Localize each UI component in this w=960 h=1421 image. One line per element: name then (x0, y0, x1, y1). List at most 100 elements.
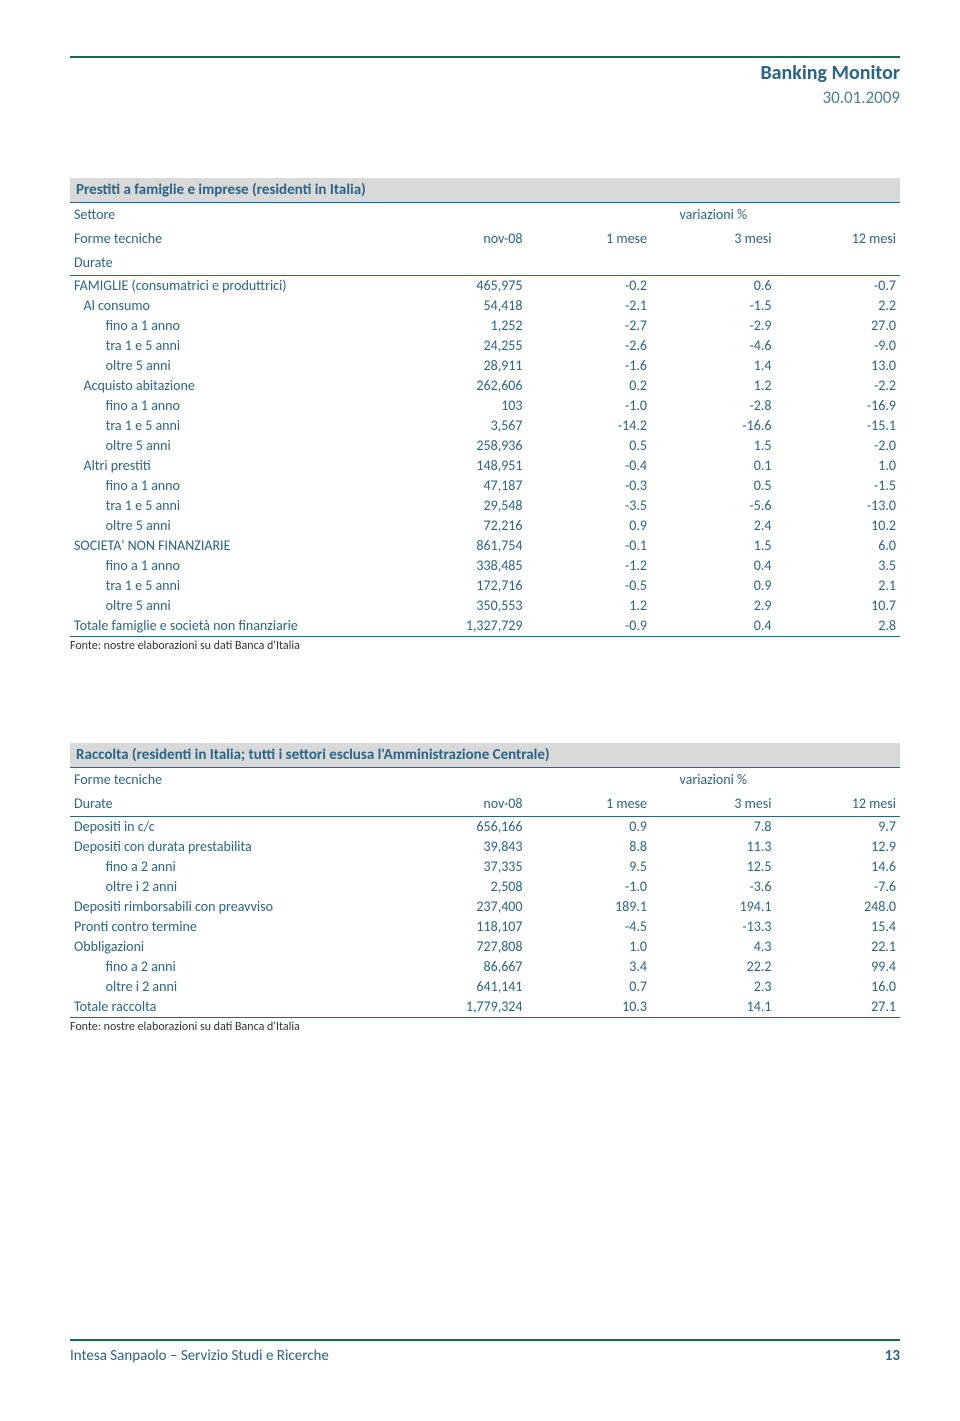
row-value: 861,754 (402, 536, 527, 556)
row-value: 1.2 (651, 376, 776, 396)
table-row: Totale famiglie e società non finanziari… (70, 616, 900, 636)
row-value: -0.3 (527, 476, 652, 496)
row-value: 7.8 (651, 817, 776, 838)
row-value: 3.5 (776, 556, 901, 576)
row-value: -0.2 (527, 276, 652, 297)
row-value: 2.3 (651, 977, 776, 997)
row-value: -14.2 (527, 416, 652, 436)
row-value: 9.7 (776, 817, 901, 838)
table1-col1: nov-08 (402, 227, 527, 251)
row-value: 10.3 (527, 997, 652, 1017)
table1-durate: Durate (70, 251, 402, 276)
row-value: 1.5 (651, 436, 776, 456)
row-label: Depositi in c/c (70, 817, 402, 838)
row-value: 194.1 (651, 897, 776, 917)
table-row: oltre i 2 anni641,1410.72.316.0 (70, 977, 900, 997)
row-label: FAMIGLIE (consumatrici e produttrici) (70, 276, 402, 297)
row-value: 1.4 (651, 356, 776, 376)
row-value: 99.4 (776, 957, 901, 977)
row-value: 1,327,729 (402, 616, 527, 636)
table-row: oltre 5 anni258,9360.51.5-2.0 (70, 436, 900, 456)
table-row: Obbligazioni727,8081.04.322.1 (70, 937, 900, 957)
table2-col1: nov-08 (402, 792, 527, 817)
table-row: SOCIETA' NON FINANZIARIE861,754-0.11.56.… (70, 536, 900, 556)
row-value: 0.2 (527, 376, 652, 396)
row-value: 1.0 (527, 937, 652, 957)
row-value: 2,508 (402, 877, 527, 897)
row-value: 14.6 (776, 857, 901, 877)
row-label: Al consumo (70, 296, 402, 316)
row-label: tra 1 e 5 anni (70, 416, 402, 436)
table2-block: Raccolta (residenti in Italia; tutti i s… (70, 743, 900, 1034)
row-value: 28,911 (402, 356, 527, 376)
table2-title: Raccolta (residenti in Italia; tutti i s… (70, 743, 900, 768)
row-label: tra 1 e 5 anni (70, 576, 402, 596)
row-value: 248.0 (776, 897, 901, 917)
row-value: 0.5 (527, 436, 652, 456)
table-row: Depositi rimborsabili con preavviso237,4… (70, 897, 900, 917)
row-value: 27.1 (776, 997, 901, 1017)
row-value: 2.4 (651, 516, 776, 536)
row-value: 172,716 (402, 576, 527, 596)
row-value: 0.1 (651, 456, 776, 476)
footer-rule (70, 1339, 900, 1341)
row-label: oltre i 2 anni (70, 877, 402, 897)
row-value: 24,255 (402, 336, 527, 356)
row-label: oltre 5 anni (70, 356, 402, 376)
row-label: fino a 1 anno (70, 556, 402, 576)
table2: Forme tecniche variazioni % Durate nov-0… (70, 768, 900, 1017)
table-row: fino a 1 anno47,187-0.30.5-1.5 (70, 476, 900, 496)
row-label: Obbligazioni (70, 937, 402, 957)
row-label: Totale raccolta (70, 997, 402, 1017)
row-value: 0.7 (527, 977, 652, 997)
table-row: Al consumo54,418-2.1-1.52.2 (70, 296, 900, 316)
row-value: 29,548 (402, 496, 527, 516)
row-value: 103 (402, 396, 527, 416)
table1-title: Prestiti a famiglie e imprese (residenti… (70, 178, 900, 203)
row-value: 15.4 (776, 917, 901, 937)
row-value: -2.2 (776, 376, 901, 396)
row-value: 13.0 (776, 356, 901, 376)
table-row: fino a 2 anni37,3359.512.514.6 (70, 857, 900, 877)
row-label: oltre 5 anni (70, 596, 402, 616)
row-value: 2.8 (776, 616, 901, 636)
row-value: 0.5 (651, 476, 776, 496)
row-value: 14.1 (651, 997, 776, 1017)
row-label: Totale famiglie e società non finanziari… (70, 616, 402, 636)
row-value: 27.0 (776, 316, 901, 336)
row-value: 148,951 (402, 456, 527, 476)
table1-source: Fonte: nostre elaborazioni su dati Banca… (70, 636, 900, 653)
row-label: fino a 2 anni (70, 957, 402, 977)
table1-col4: 12 mesi (776, 227, 901, 251)
table1-col3: 3 mesi (651, 227, 776, 251)
row-value: -1.5 (651, 296, 776, 316)
row-value: -16.9 (776, 396, 901, 416)
row-value: 12.9 (776, 837, 901, 857)
row-label: tra 1 e 5 anni (70, 336, 402, 356)
table-row: oltre 5 anni28,911-1.61.413.0 (70, 356, 900, 376)
row-value: 465,975 (402, 276, 527, 297)
table2-col3: 3 mesi (651, 792, 776, 817)
table2-head-row2: Durate nov-08 1 mese 3 mesi 12 mesi (70, 792, 900, 817)
row-label: oltre 5 anni (70, 516, 402, 536)
row-value: -0.5 (527, 576, 652, 596)
row-value: -2.1 (527, 296, 652, 316)
row-value: -5.6 (651, 496, 776, 516)
table1-variazioni: variazioni % (527, 203, 901, 227)
row-label: oltre 5 anni (70, 436, 402, 456)
row-value: 656,166 (402, 817, 527, 838)
table-row: fino a 2 anni86,6673.422.299.4 (70, 957, 900, 977)
row-value: -0.4 (527, 456, 652, 476)
table-row: Altri prestiti148,951-0.40.11.0 (70, 456, 900, 476)
row-value: -2.9 (651, 316, 776, 336)
row-value: 0.6 (651, 276, 776, 297)
row-value: 11.3 (651, 837, 776, 857)
table1: Settore variazioni % Forme tecniche nov-… (70, 203, 900, 636)
row-value: -13.3 (651, 917, 776, 937)
row-value: 0.9 (651, 576, 776, 596)
table-row: Depositi con durata prestabilita39,8438.… (70, 837, 900, 857)
row-value: 727,808 (402, 937, 527, 957)
row-value: 0.9 (527, 817, 652, 838)
table-row: Acquisto abitazione262,6060.21.2-2.2 (70, 376, 900, 396)
brand-title: Banking Monitor (70, 62, 900, 85)
